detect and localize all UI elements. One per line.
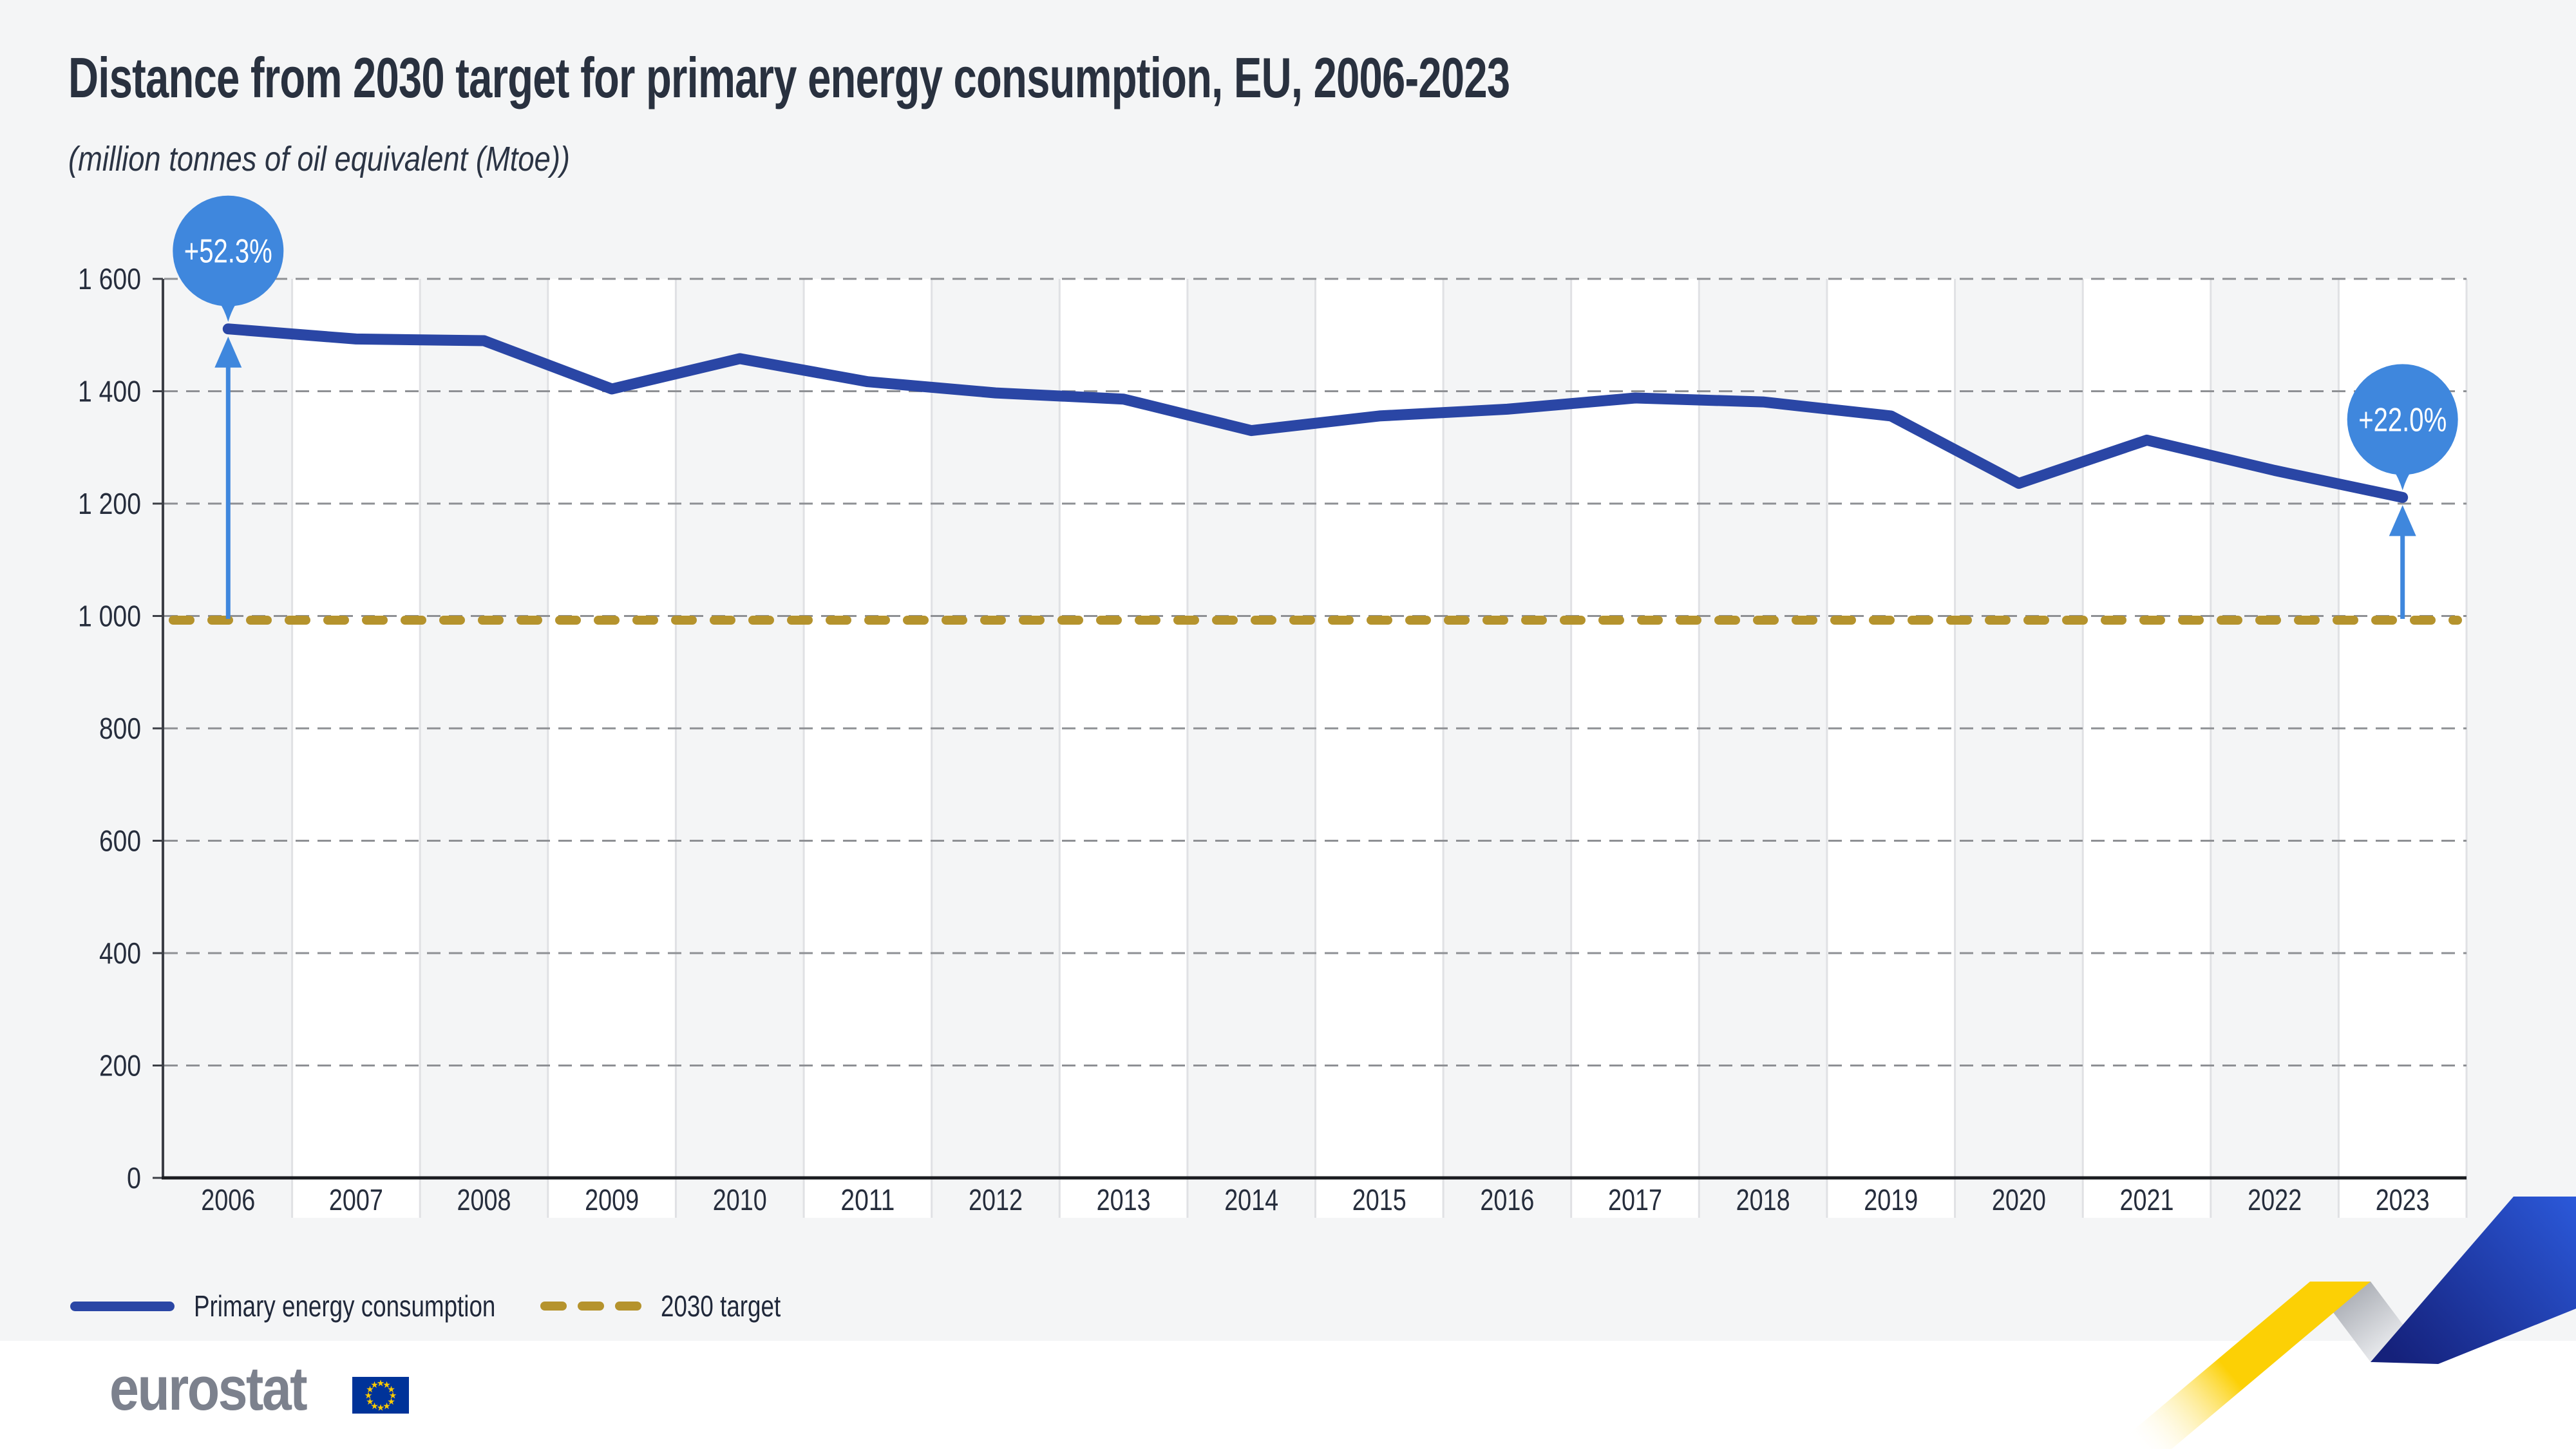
svg-text:200: 200 <box>99 1049 141 1083</box>
legend-label: Primary energy consumption <box>194 1289 496 1323</box>
balloon-label: +22.0% <box>2358 401 2447 439</box>
primary-energy-line <box>222 323 2409 503</box>
svg-text:★: ★ <box>364 1390 372 1401</box>
svg-text:2016: 2016 <box>1480 1183 1534 1217</box>
solid-line-swatch-icon <box>70 1301 175 1311</box>
svg-text:1 000: 1 000 <box>78 600 141 633</box>
svg-text:2017: 2017 <box>1608 1183 1662 1217</box>
annotation-2023: +22.0% <box>2347 364 2458 619</box>
chart-subtitle: (million tonnes of oil equivalent (Mtoe)… <box>68 140 571 178</box>
svg-text:600: 600 <box>99 824 141 858</box>
svg-text:2009: 2009 <box>585 1183 639 1217</box>
svg-text:2011: 2011 <box>840 1183 895 1217</box>
svg-text:1 600: 1 600 <box>78 262 141 296</box>
svg-text:2006: 2006 <box>201 1183 255 1217</box>
column-separators <box>291 279 2468 1218</box>
svg-text:0: 0 <box>127 1161 141 1195</box>
balloon <box>2347 364 2458 475</box>
svg-text:★: ★ <box>370 1401 379 1412</box>
svg-text:★: ★ <box>387 1385 395 1395</box>
svg-text:1 200: 1 200 <box>78 487 141 520</box>
svg-text:★: ★ <box>383 1380 391 1390</box>
chart-legend: Primary energy consumption 2030 target <box>70 1285 1036 1327</box>
plot-bands <box>164 279 2467 1218</box>
legend-item-primary-energy: Primary energy consumption <box>70 1285 571 1327</box>
svg-text:★: ★ <box>370 1380 379 1390</box>
eu-flag-icon: ★★★★★★★★★★★★ <box>352 1376 409 1414</box>
svg-text:2014: 2014 <box>1224 1183 1278 1217</box>
svg-text:★: ★ <box>376 1378 384 1388</box>
gridlines <box>164 278 2467 1066</box>
eurostat-logo: eurostat ★ ★ ★ ★ ★ ★ ★ ★ ★ ★ ★ ★ <box>109 1354 409 1423</box>
svg-text:★: ★ <box>376 1403 384 1413</box>
legend-item-2030-target: 2030 target <box>540 1285 811 1327</box>
svg-text:2010: 2010 <box>713 1183 767 1217</box>
svg-text:★: ★ <box>388 1390 397 1401</box>
annotation-2006: +52.3% <box>173 195 284 619</box>
svg-text:2012: 2012 <box>969 1183 1023 1217</box>
eurostat-wordmark: eurostat <box>109 1354 308 1423</box>
svg-text:400: 400 <box>99 936 141 970</box>
svg-text:2021: 2021 <box>2120 1183 2174 1217</box>
svg-text:2007: 2007 <box>329 1183 383 1217</box>
svg-text:2018: 2018 <box>1736 1183 1790 1217</box>
svg-text:2008: 2008 <box>457 1183 511 1217</box>
svg-text:★: ★ <box>387 1397 395 1407</box>
svg-text:800: 800 <box>99 712 141 745</box>
svg-text:★: ★ <box>383 1401 391 1412</box>
svg-text:2019: 2019 <box>1864 1183 1918 1217</box>
svg-text:1 400: 1 400 <box>78 375 141 408</box>
svg-text:2022: 2022 <box>2248 1183 2302 1217</box>
balloon <box>173 195 284 307</box>
svg-text:2020: 2020 <box>1992 1183 2046 1217</box>
svg-text:2013: 2013 <box>1097 1183 1151 1217</box>
svg-text:★: ★ <box>366 1397 374 1407</box>
svg-text:★: ★ <box>366 1385 374 1395</box>
chart-title: Distance from 2030 target for primary en… <box>68 46 1510 109</box>
y-axis-labels: 0 200 400 600 800 1 000 1 200 1 400 1 600 <box>78 262 163 1195</box>
balloon-label: +52.3% <box>184 233 272 270</box>
svg-text:2023: 2023 <box>2376 1183 2430 1217</box>
dashed-line-swatch-icon <box>540 1302 641 1311</box>
svg-text:2015: 2015 <box>1352 1183 1406 1217</box>
legend-label: 2030 target <box>661 1289 781 1323</box>
